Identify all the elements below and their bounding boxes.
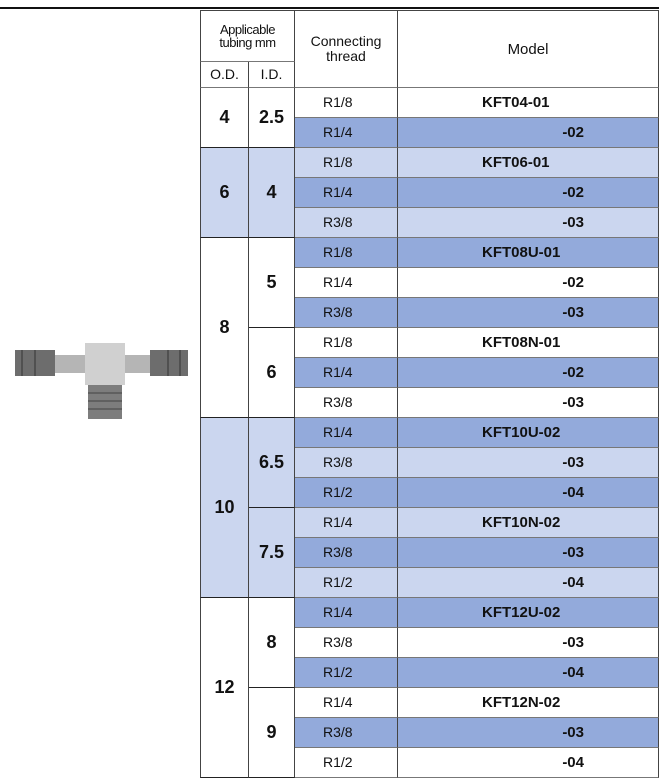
header-thread-line: Connecting xyxy=(310,33,382,49)
id-cell: 5 xyxy=(249,238,295,328)
model-cell: KFT04-01 xyxy=(398,88,659,118)
model-cell: -03 xyxy=(398,208,659,238)
thread-cell: R1/4 xyxy=(295,598,398,628)
thread-cell: R3/8 xyxy=(295,208,398,238)
id-cell: 6 xyxy=(249,328,295,418)
model-cell: -04 xyxy=(398,478,659,508)
model-cell: -04 xyxy=(398,568,659,598)
model-cell: -03 xyxy=(398,388,659,418)
thread-cell: R3/8 xyxy=(295,448,398,478)
thread-cell: R1/4 xyxy=(295,418,398,448)
model-cell: -03 xyxy=(398,628,659,658)
thread-cell: R1/8 xyxy=(295,148,398,178)
thread-cell: R1/2 xyxy=(295,658,398,688)
model-cell: KFT08U-01 xyxy=(398,238,659,268)
id-cell: 9 xyxy=(249,688,295,778)
id-cell: 7.5 xyxy=(249,508,295,598)
fitting-image xyxy=(15,343,188,419)
model-cell: -03 xyxy=(398,718,659,748)
top-rule xyxy=(0,7,659,9)
model-cell: -03 xyxy=(398,538,659,568)
thread-cell: R1/2 xyxy=(295,478,398,508)
thread-cell: R1/4 xyxy=(295,358,398,388)
header-thread-line: thread xyxy=(326,48,366,64)
thread-cell: R1/4 xyxy=(295,118,398,148)
thread-cell: R3/8 xyxy=(295,718,398,748)
header-model: Model xyxy=(398,10,659,88)
header-applicable-line: Applicable xyxy=(220,22,276,37)
model-cell: KFT10N-02 xyxy=(398,508,659,538)
header-id: I.D. xyxy=(249,62,295,88)
thread-cell: R1/8 xyxy=(295,328,398,358)
thread-cell: R3/8 xyxy=(295,538,398,568)
id-cell: 8 xyxy=(249,598,295,688)
header-applicable-line: tubing mm xyxy=(219,35,276,50)
thread-cell: R3/8 xyxy=(295,388,398,418)
id-cell: 4 xyxy=(249,148,295,238)
thread-cell: R3/8 xyxy=(295,298,398,328)
thread-cell: R1/2 xyxy=(295,748,398,778)
model-cell: -02 xyxy=(398,358,659,388)
model-cell: KFT08N-01 xyxy=(398,328,659,358)
model-cell: -03 xyxy=(398,298,659,328)
od-cell: 6 xyxy=(200,148,249,238)
model-cell: -02 xyxy=(398,178,659,208)
model-cell: -03 xyxy=(398,448,659,478)
thread-cell: R1/4 xyxy=(295,508,398,538)
thread-cell: R1/4 xyxy=(295,178,398,208)
od-cell: 10 xyxy=(200,418,249,598)
model-cell: -04 xyxy=(398,658,659,688)
header-od: O.D. xyxy=(200,62,249,88)
thread-cell: R3/8 xyxy=(295,628,398,658)
model-cell: KFT10U-02 xyxy=(398,418,659,448)
od-cell: 8 xyxy=(200,238,249,418)
thread-cell: R1/4 xyxy=(295,268,398,298)
header-applicable: Applicable tubing mm xyxy=(200,10,295,62)
thread-cell: R1/8 xyxy=(295,88,398,118)
model-cell: -02 xyxy=(398,118,659,148)
thread-cell: R1/8 xyxy=(295,238,398,268)
model-cell: -02 xyxy=(398,268,659,298)
id-cell: 6.5 xyxy=(249,418,295,508)
model-cell: KFT06-01 xyxy=(398,148,659,178)
model-cell: -04 xyxy=(398,748,659,778)
thread-cell: R1/2 xyxy=(295,568,398,598)
header-thread: Connecting thread xyxy=(295,10,398,88)
model-cell: KFT12N-02 xyxy=(398,688,659,718)
od-cell: 12 xyxy=(200,598,249,778)
thread-cell: R1/4 xyxy=(295,688,398,718)
od-cell: 4 xyxy=(200,88,249,148)
model-cell: KFT12U-02 xyxy=(398,598,659,628)
id-cell: 2.5 xyxy=(249,88,295,148)
